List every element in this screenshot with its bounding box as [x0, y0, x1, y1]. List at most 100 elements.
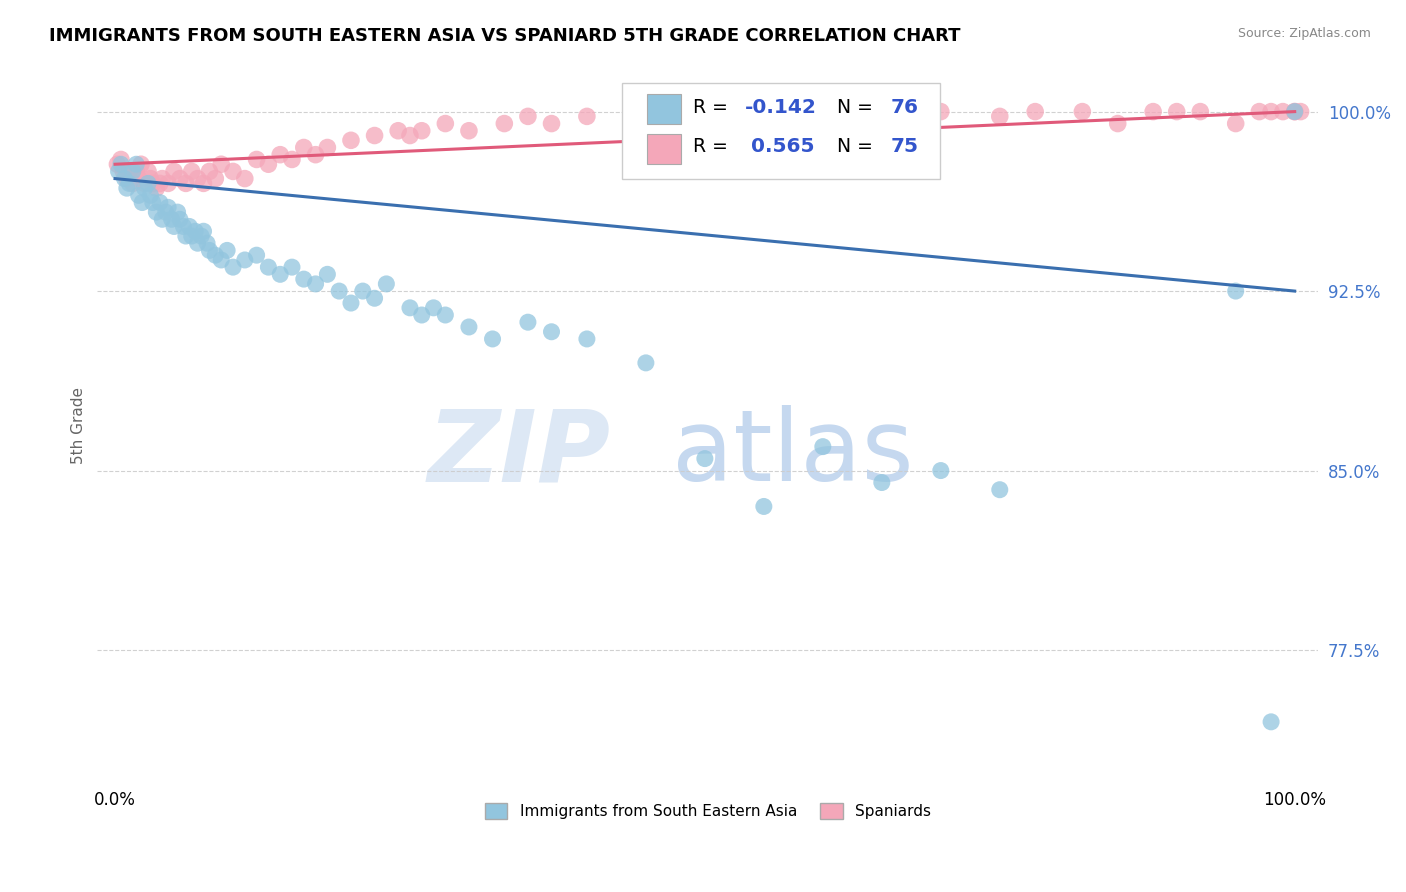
Point	[128, 171, 150, 186]
Point	[634, 356, 657, 370]
Point	[107, 157, 129, 171]
Point	[110, 153, 132, 167]
Point	[150, 212, 173, 227]
Point	[292, 140, 315, 154]
Point	[399, 301, 422, 315]
Point	[304, 277, 326, 291]
Point	[184, 224, 207, 238]
Point	[1284, 104, 1306, 119]
Point	[187, 236, 209, 251]
Point	[246, 248, 269, 262]
Point	[988, 109, 1011, 123]
Point	[988, 483, 1011, 497]
Legend: Immigrants from South Eastern Asia, Spaniards: Immigrants from South Eastern Asia, Span…	[478, 797, 938, 825]
Point	[125, 164, 148, 178]
Point	[118, 164, 141, 178]
Y-axis label: 5th Grade: 5th Grade	[72, 386, 86, 464]
Point	[204, 171, 226, 186]
Point	[1225, 117, 1247, 131]
Point	[172, 219, 194, 234]
Point	[150, 171, 173, 186]
Point	[375, 277, 398, 291]
Point	[115, 171, 138, 186]
Point	[422, 301, 444, 315]
Point	[134, 181, 156, 195]
Point	[411, 124, 433, 138]
Text: R =: R =	[693, 137, 734, 156]
Text: IMMIGRANTS FROM SOUTH EASTERN ASIA VS SPANIARD 5TH GRADE CORRELATION CHART: IMMIGRANTS FROM SOUTH EASTERN ASIA VS SP…	[49, 27, 960, 45]
Point	[121, 164, 143, 178]
Point	[163, 164, 186, 178]
Point	[575, 332, 598, 346]
Point	[174, 177, 197, 191]
Point	[180, 229, 202, 244]
Point	[269, 147, 291, 161]
Point	[198, 244, 221, 258]
Point	[1071, 104, 1094, 119]
Point	[114, 171, 136, 186]
Point	[811, 440, 834, 454]
Bar	[647, 134, 681, 164]
Point	[340, 133, 363, 147]
Point	[575, 109, 598, 123]
Point	[246, 153, 269, 167]
Point	[905, 104, 928, 119]
Point	[121, 177, 143, 191]
Point	[1166, 104, 1188, 119]
Bar	[647, 95, 681, 124]
Point	[540, 325, 562, 339]
Point	[169, 171, 191, 186]
Point	[179, 219, 201, 234]
Point	[1284, 104, 1306, 119]
Point	[233, 252, 256, 267]
Point	[187, 171, 209, 186]
Point	[198, 164, 221, 178]
Point	[174, 229, 197, 244]
Point	[112, 164, 135, 178]
Text: ZIP: ZIP	[427, 405, 610, 502]
Point	[363, 128, 385, 143]
Point	[125, 157, 148, 171]
Point	[458, 320, 481, 334]
Point	[281, 153, 304, 167]
Point	[1284, 104, 1306, 119]
Point	[136, 164, 159, 178]
Point	[434, 117, 457, 131]
Point	[1189, 104, 1212, 119]
Point	[634, 104, 657, 119]
Text: 0.565: 0.565	[744, 137, 815, 156]
Point	[155, 205, 177, 219]
Point	[1260, 104, 1282, 119]
Point	[540, 117, 562, 131]
Point	[1289, 104, 1312, 119]
Point	[316, 268, 339, 282]
Point	[115, 181, 138, 195]
Text: N =: N =	[825, 97, 879, 117]
Point	[870, 117, 893, 131]
Point	[929, 104, 952, 119]
Text: R =: R =	[693, 97, 734, 117]
Text: atlas: atlas	[672, 405, 914, 502]
Text: Source: ZipAtlas.com: Source: ZipAtlas.com	[1237, 27, 1371, 40]
Point	[209, 252, 232, 267]
Point	[363, 291, 385, 305]
Point	[149, 195, 172, 210]
Point	[269, 268, 291, 282]
Point	[193, 177, 215, 191]
Point	[1142, 104, 1164, 119]
Point	[929, 464, 952, 478]
Point	[180, 164, 202, 178]
Point	[1249, 104, 1271, 119]
Point	[128, 188, 150, 202]
Point	[693, 451, 716, 466]
Point	[304, 147, 326, 161]
Point	[387, 124, 409, 138]
Point	[233, 171, 256, 186]
Point	[752, 500, 775, 514]
Point	[846, 104, 869, 119]
Point	[328, 284, 350, 298]
Point	[458, 124, 481, 138]
FancyBboxPatch shape	[623, 83, 939, 179]
Point	[434, 308, 457, 322]
Point	[281, 260, 304, 274]
